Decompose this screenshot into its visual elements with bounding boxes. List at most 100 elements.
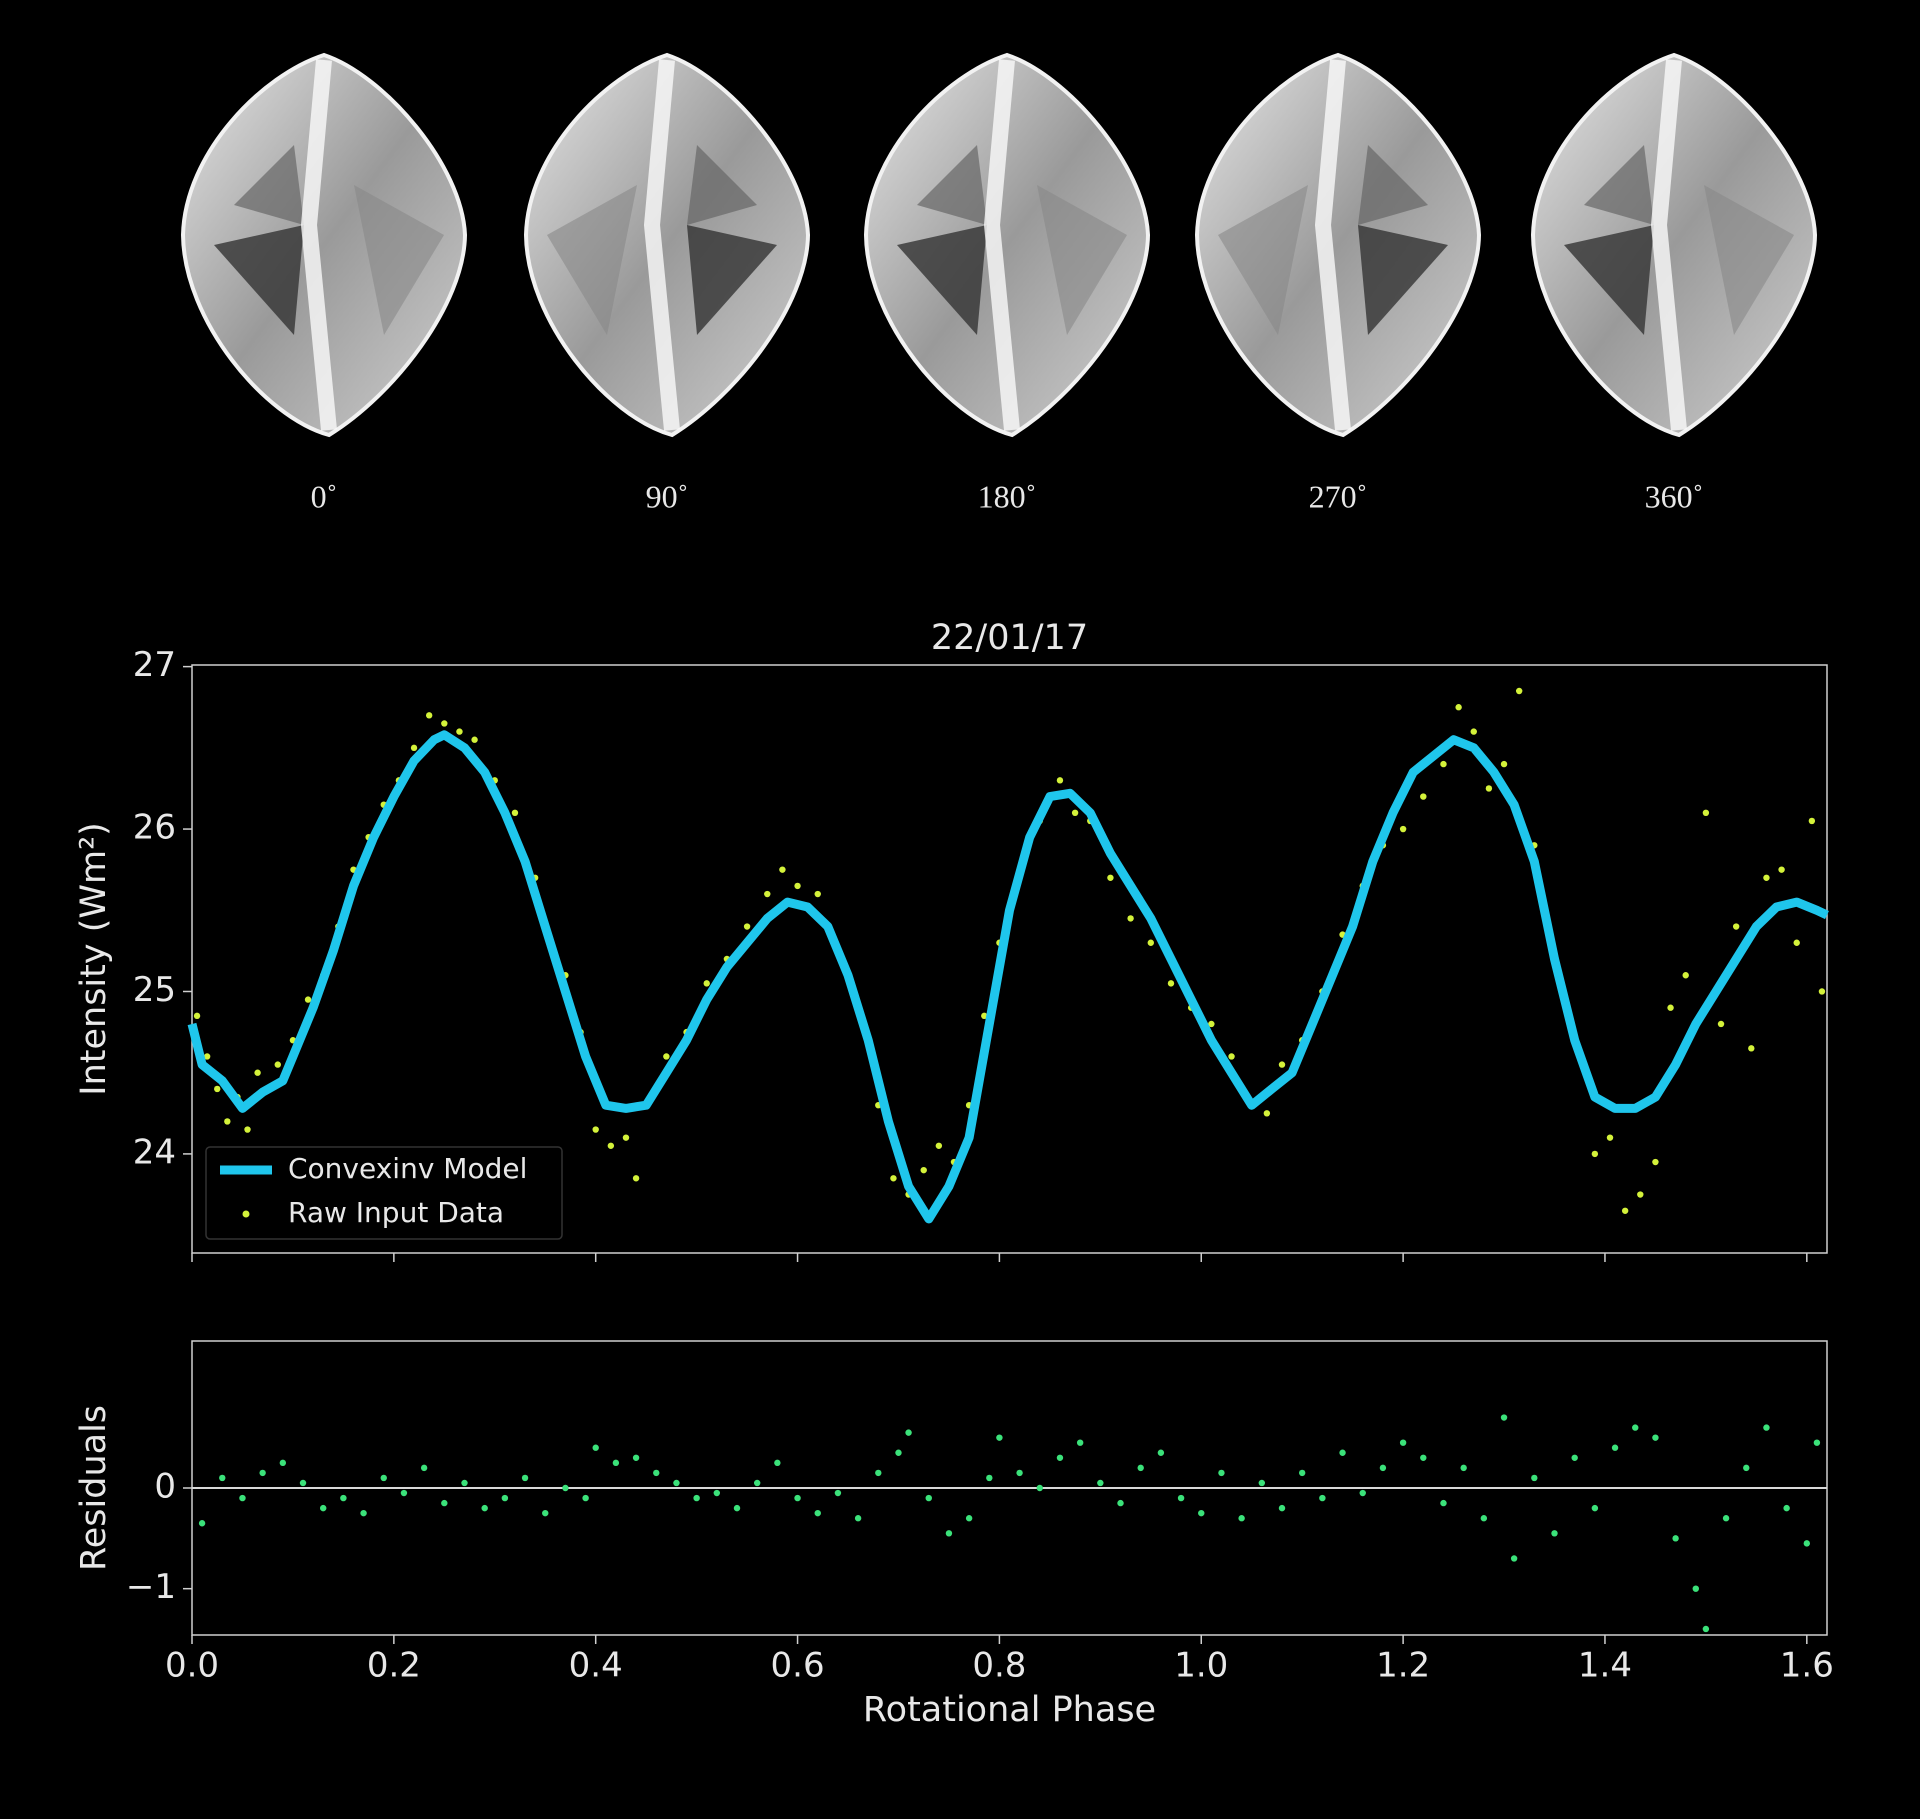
asteroid-shape: [1530, 52, 1818, 438]
residual-point: [945, 1530, 953, 1537]
asteroid-shape: [180, 52, 468, 438]
data-point: [1717, 1020, 1725, 1028]
residual-point: [501, 1494, 509, 1502]
residual-point: [592, 1444, 599, 1451]
data-point: [814, 890, 821, 898]
data-point: [1071, 809, 1079, 817]
residual-point: [1177, 1494, 1185, 1502]
data-point: [920, 1166, 927, 1174]
residual-point: [1278, 1504, 1286, 1512]
residual-point: [1218, 1469, 1225, 1477]
data-point: [1399, 825, 1407, 833]
data-point: [1637, 1191, 1644, 1198]
residual-point: [986, 1474, 993, 1482]
residual-point: [1480, 1515, 1488, 1522]
residual-point: [1137, 1464, 1144, 1472]
facet: [547, 185, 637, 335]
data-point: [1732, 923, 1740, 930]
residual-point: [1036, 1484, 1043, 1492]
asteroid-view: [1194, 52, 1482, 438]
residual-point: [1319, 1494, 1326, 1502]
facet: [1037, 185, 1127, 335]
residual-point: [1379, 1464, 1387, 1472]
residual-point: [895, 1449, 902, 1456]
residual-point: [360, 1509, 367, 1517]
residual-point: [1258, 1479, 1266, 1487]
facet: [354, 185, 444, 335]
view-label: 90˚: [646, 478, 689, 514]
data-point: [1485, 785, 1493, 792]
asteroid-shape: [523, 52, 811, 438]
residual-point: [1157, 1449, 1165, 1456]
residual-point: [1783, 1504, 1790, 1512]
data-point: [441, 720, 448, 727]
residual-point: [1198, 1509, 1205, 1517]
shape-views: 0˚ 90˚ 180˚ 270˚ 360˚: [180, 52, 1818, 514]
data-point: [1278, 1061, 1286, 1068]
ridge: [1650, 59, 1687, 431]
residual-point: [259, 1469, 266, 1477]
data-point: [1420, 793, 1427, 800]
y-tick-label: −1: [126, 1567, 176, 1607]
residual-point: [1510, 1555, 1518, 1562]
legend-label: Raw Input Data: [288, 1196, 504, 1229]
residual-point: [653, 1469, 660, 1477]
residual-point: [925, 1494, 932, 1502]
residual-point: [1813, 1439, 1821, 1446]
data-point: [274, 1061, 281, 1068]
residual-point: [1097, 1479, 1104, 1487]
data-point: [981, 1012, 988, 1020]
view-label: 270˚: [1309, 478, 1368, 514]
data-point: [471, 736, 478, 743]
residual-point: [1652, 1434, 1659, 1441]
data-point: [890, 1175, 897, 1182]
data-point: [511, 809, 519, 817]
data-point: [794, 882, 801, 890]
y-tick-label: 26: [133, 808, 176, 848]
facet: [234, 145, 304, 225]
residual-point: [1016, 1469, 1023, 1477]
data-point: [1702, 809, 1710, 817]
residual-point: [562, 1484, 569, 1492]
residual-point: [1611, 1444, 1619, 1451]
residual-point: [542, 1509, 549, 1517]
residual-point: [1803, 1540, 1811, 1547]
data-point: [1208, 1020, 1215, 1028]
residual-point: [340, 1494, 347, 1502]
data-point: [1606, 1134, 1614, 1141]
residual-point: [753, 1479, 761, 1487]
residual-point: [1359, 1489, 1366, 1497]
residual-point: [1440, 1499, 1447, 1507]
data-point: [1818, 988, 1826, 995]
data-point: [607, 1142, 615, 1149]
x-tick-label: 0.2: [367, 1646, 421, 1686]
facet: [1358, 225, 1448, 335]
residual-point: [239, 1494, 246, 1502]
residual-point: [1238, 1515, 1245, 1522]
residual-point: [441, 1499, 448, 1507]
residual-point: [198, 1520, 206, 1527]
data-point: [764, 890, 771, 898]
residual-point: [965, 1515, 973, 1522]
x-tick-label: 0.8: [972, 1646, 1026, 1686]
x-tick-label: 1.2: [1376, 1646, 1430, 1686]
asteroid-shape: [1194, 52, 1482, 438]
y-tick-label: 24: [133, 1132, 176, 1172]
data-point: [1107, 874, 1114, 881]
data-point: [1228, 1053, 1235, 1060]
residual-point: [279, 1459, 287, 1467]
residual-point: [713, 1489, 721, 1497]
residual-point: [996, 1434, 1003, 1441]
residual-point: [875, 1469, 882, 1477]
residual-point: [1500, 1414, 1508, 1421]
ridge: [300, 59, 337, 431]
data-point: [1455, 704, 1462, 711]
data-point: [779, 866, 786, 873]
legend-box: [205, 1146, 563, 1240]
residual-point: [774, 1459, 781, 1467]
x-tick-label: 0.4: [569, 1646, 623, 1686]
data-point: [935, 1142, 943, 1149]
residual-point: [1298, 1469, 1306, 1477]
x-tick-label: 1.4: [1578, 1646, 1632, 1686]
